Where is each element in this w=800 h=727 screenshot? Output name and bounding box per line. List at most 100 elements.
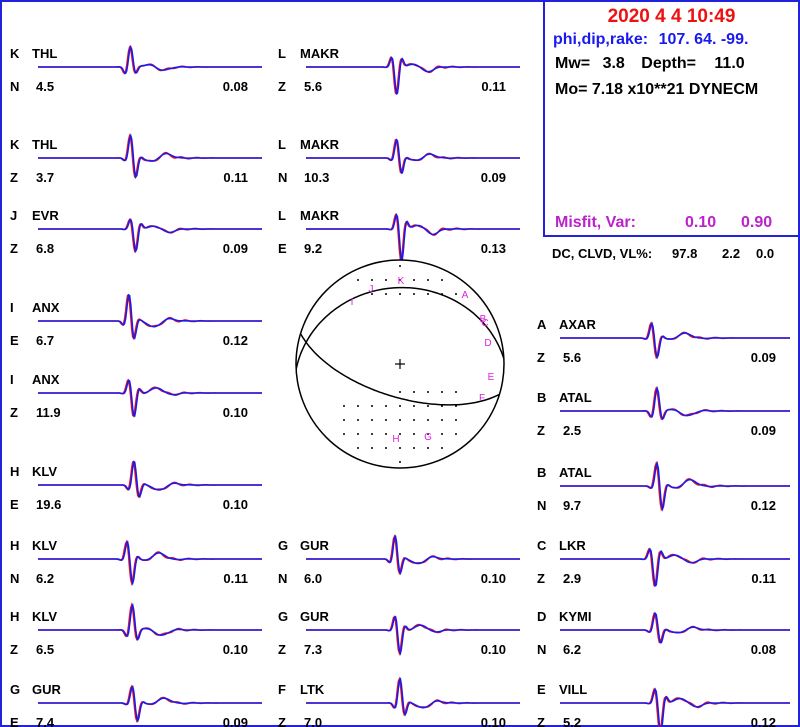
- beachball-station-c: C: [481, 318, 488, 329]
- trace-distance: 5.6: [304, 79, 322, 94]
- trace-code: H: [10, 609, 19, 624]
- trace-axar-z: A AXAR Z 5.6 0.09: [537, 317, 790, 365]
- mw-value: 3.8: [602, 55, 625, 72]
- compression-dot: [413, 433, 415, 435]
- trace-amplitude: 0.11: [481, 79, 506, 94]
- compression-dot: [385, 419, 387, 421]
- trace-synthetic-line: [560, 321, 790, 360]
- trace-code: I: [10, 300, 14, 315]
- trace-atal-n: B ATAL N 9.7 0.12: [537, 460, 790, 513]
- trace-amplitude: 0.08: [223, 79, 248, 94]
- compression-dot: [455, 293, 457, 295]
- trace-klv-z: H KLV Z 6.5 0.10: [10, 602, 262, 657]
- trace-synthetic-line: [38, 293, 262, 340]
- trace-gur-e: G GUR E 7.4 0.09: [10, 682, 262, 727]
- nodal-plane-1: [299, 333, 500, 406]
- trace-component: Z: [537, 715, 545, 727]
- trace-lkr-z: C LKR Z 2.9 0.11: [537, 538, 790, 588]
- trace-distance: 3.7: [36, 170, 54, 185]
- trace-amplitude: 0.09: [481, 170, 506, 185]
- trace-distance: 10.3: [304, 170, 329, 185]
- trace-distance: 6.0: [304, 571, 322, 586]
- trace-component: Z: [278, 715, 286, 727]
- compression-dot: [399, 265, 401, 267]
- trace-observed-line: [560, 385, 790, 421]
- trace-component: Z: [10, 642, 18, 657]
- trace-synthetic-line: [560, 386, 790, 421]
- trace-component: E: [10, 715, 19, 727]
- trace-amplitude: 0.11: [223, 170, 248, 185]
- trace-component: Z: [537, 571, 545, 586]
- trace-code: G: [10, 682, 20, 697]
- compression-dot: [455, 391, 457, 393]
- trace-station: GUR: [32, 682, 62, 697]
- compression-dot: [371, 447, 373, 449]
- compression-dot: [399, 447, 401, 449]
- compression-dot: [399, 391, 401, 393]
- trace-amplitude: 0.12: [223, 333, 248, 348]
- trace-component: N: [278, 571, 287, 586]
- compression-dot: [399, 293, 401, 295]
- trace-code: L: [278, 208, 286, 223]
- compression-dot: [371, 279, 373, 281]
- trace-component: N: [537, 498, 546, 513]
- trace-code: D: [537, 609, 546, 624]
- compression-dot: [427, 419, 429, 421]
- beachball-station-k: K: [398, 276, 405, 287]
- trace-distance: 5.6: [563, 350, 581, 365]
- trace-amplitude: 0.12: [751, 498, 776, 513]
- trace-observed-line: [306, 534, 520, 576]
- trace-anx-e: I ANX E 6.7 0.12: [10, 293, 262, 348]
- trace-component: N: [278, 170, 287, 185]
- trace-amplitude: 0.11: [223, 571, 248, 586]
- compression-dot: [427, 391, 429, 393]
- origin-date: 2020 4 4 10:49: [607, 6, 736, 27]
- trace-amplitude: 0.13: [481, 241, 506, 256]
- trace-gur-z: G GUR Z 7.3 0.10: [278, 609, 520, 657]
- trace-distance: 19.6: [36, 497, 61, 512]
- trace-synthetic-line: [38, 602, 262, 642]
- trace-thl-n: K THL N 4.5 0.08: [10, 44, 262, 94]
- compression-dot: [441, 419, 443, 421]
- compression-dot: [455, 419, 457, 421]
- compression-dot: [357, 447, 359, 449]
- trace-code: J: [10, 208, 17, 223]
- trace-component: Z: [537, 350, 545, 365]
- trace-component: E: [278, 241, 287, 256]
- misfit-value: 0.10: [685, 214, 717, 231]
- trace-component: N: [537, 642, 546, 657]
- trace-distance: 2.9: [563, 571, 581, 586]
- trace-synthetic-line: [560, 687, 790, 727]
- trace-distance: 6.7: [36, 333, 54, 348]
- compression-dot: [441, 433, 443, 435]
- solution-info-box: 2020 4 4 10:49 phi,dip,rake: 107. 64. -9…: [543, 0, 800, 237]
- compression-dot: [441, 279, 443, 281]
- trace-station: ATAL: [559, 465, 592, 480]
- trace-kymi-n: D KYMI N 6.2 0.08: [537, 609, 790, 657]
- trace-observed-line: [38, 45, 262, 75]
- compression-dot: [427, 279, 429, 281]
- sdr-label: phi,dip,rake:: [553, 31, 649, 48]
- trace-station: LTK: [300, 682, 325, 697]
- trace-code: G: [278, 538, 288, 553]
- trace-synthetic-line: [560, 547, 790, 588]
- compression-dot: [343, 405, 345, 407]
- beachball-station-b: B: [480, 314, 487, 325]
- trace-station: AXAR: [559, 317, 596, 332]
- trace-station: MAKR: [300, 208, 340, 223]
- compression-dot: [399, 419, 401, 421]
- trace-amplitude: 0.10: [481, 715, 506, 727]
- beachball-station-e: E: [488, 372, 495, 383]
- trace-ltk-z: F LTK Z 7.0 0.10: [278, 676, 520, 727]
- trace-thl-z: K THL Z 3.7 0.11: [10, 133, 262, 185]
- trace-component: N: [10, 79, 19, 94]
- compression-dot: [455, 405, 457, 407]
- compression-dot: [357, 419, 359, 421]
- mw-label: Mw=: [555, 55, 591, 72]
- trace-distance: 6.2: [563, 642, 581, 657]
- trace-station: KYMI: [559, 609, 592, 624]
- trace-observed-line: [306, 676, 520, 717]
- trace-synthetic-line: [38, 685, 262, 723]
- compression-dot: [399, 461, 401, 463]
